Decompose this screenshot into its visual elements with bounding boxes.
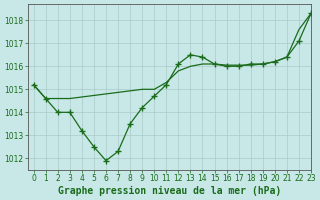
X-axis label: Graphe pression niveau de la mer (hPa): Graphe pression niveau de la mer (hPa)	[58, 186, 281, 196]
